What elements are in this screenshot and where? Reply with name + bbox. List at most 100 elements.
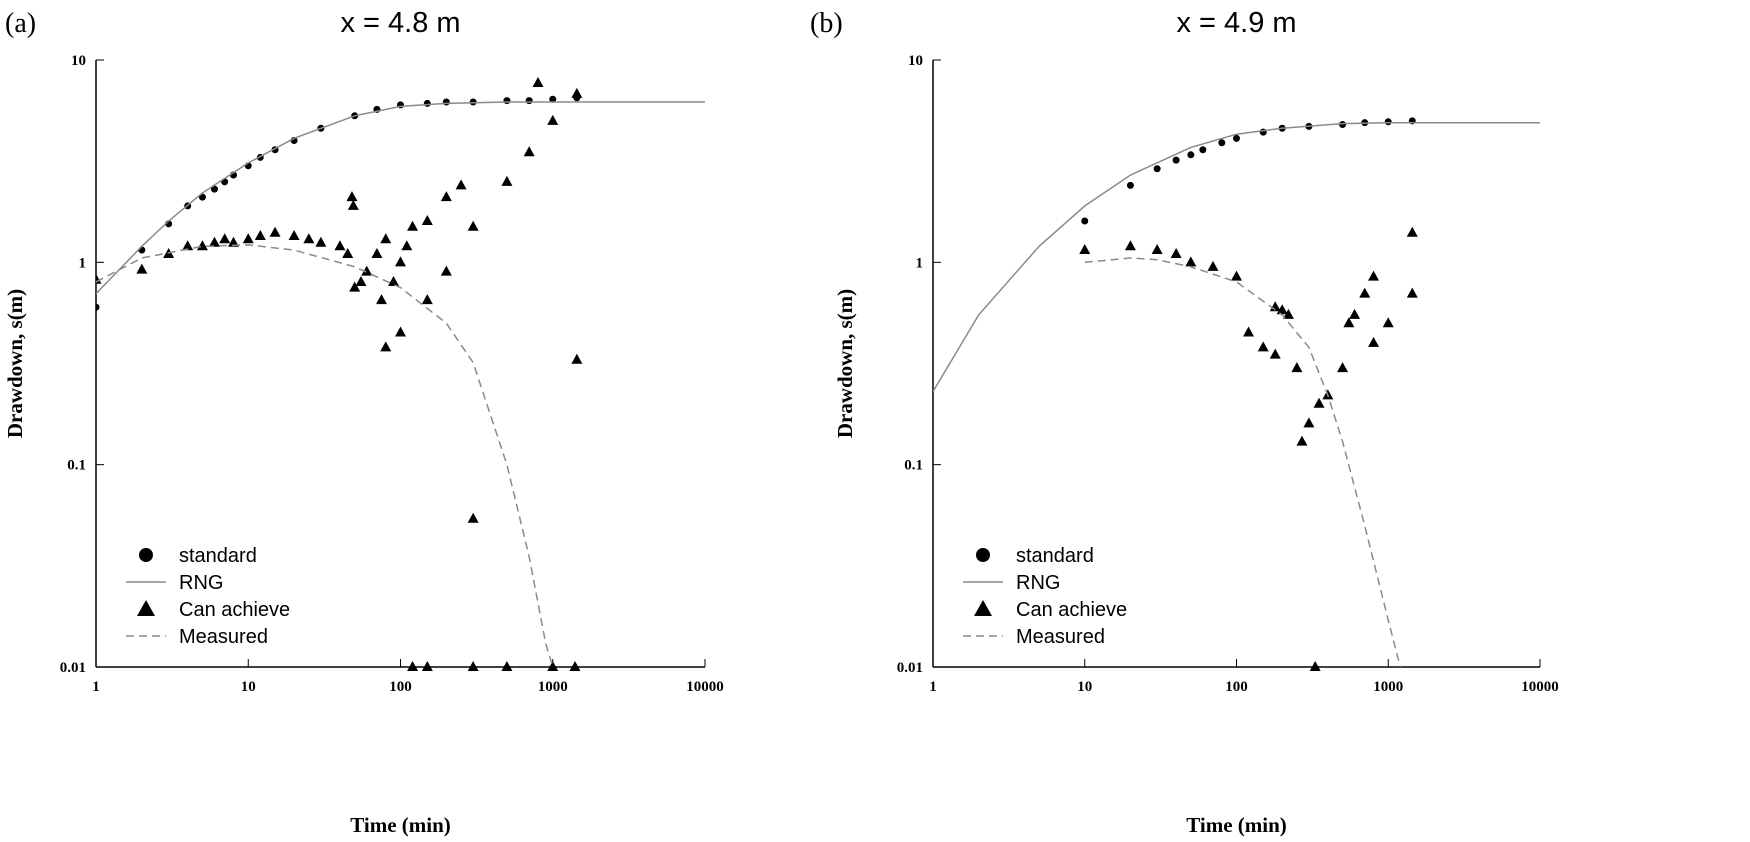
point: [442, 98, 450, 106]
point: [196, 240, 208, 251]
point: [355, 275, 367, 286]
point: [525, 97, 533, 105]
point: [315, 236, 327, 247]
point: [1368, 336, 1380, 347]
x-tick-label: 1000: [1373, 679, 1403, 695]
point: [1126, 181, 1134, 189]
y-axis-label: Drawdown, s(m): [3, 289, 27, 438]
point: [136, 263, 148, 274]
point: [571, 87, 583, 98]
point: [549, 95, 557, 103]
x-tick-label: 1: [929, 679, 937, 695]
point: [547, 114, 559, 125]
point: [96, 273, 102, 284]
y-tick-label: 0.01: [897, 660, 923, 676]
legend-label: standard: [179, 545, 257, 567]
plot-area: [933, 117, 1540, 671]
point: [1384, 118, 1392, 126]
point: [1359, 287, 1371, 298]
x-tick-label: 100: [1225, 679, 1248, 695]
point: [440, 191, 452, 202]
point: [347, 199, 359, 210]
x-axis-label: Time (min): [350, 813, 451, 837]
legend-label: Can achieve: [179, 599, 290, 621]
point: [1343, 317, 1355, 328]
point: [1081, 217, 1089, 225]
x-tick-label: 1000: [538, 679, 568, 695]
point: [1296, 435, 1308, 446]
y-tick-label: 1: [79, 255, 87, 271]
point: [1079, 244, 1091, 255]
legend-label: Measured: [1016, 626, 1105, 648]
point: [1231, 270, 1242, 281]
point: [288, 229, 300, 240]
point: [455, 179, 467, 190]
point: [334, 240, 346, 251]
point: [227, 236, 239, 247]
legend-label: RNG: [1016, 572, 1060, 594]
point: [219, 233, 231, 244]
line: [933, 121, 1540, 392]
point: [1207, 260, 1219, 271]
legend-label: Can achieve: [1016, 599, 1127, 621]
point: [375, 294, 387, 305]
point: [1282, 308, 1294, 319]
point: [523, 146, 535, 157]
x-tick-label: 10000: [686, 679, 724, 695]
point: [361, 265, 373, 276]
panel: (a) x = 4.8 m Time (min) Drawdown, s(m) 1 10 1…: [3, 7, 724, 837]
point: [388, 275, 400, 286]
point: [1153, 165, 1161, 173]
legend-marker: [139, 548, 153, 562]
point: [1368, 270, 1380, 281]
point: [407, 661, 419, 671]
legend-label: RNG: [179, 572, 223, 594]
point: [1349, 308, 1361, 319]
panel-label: (b): [810, 8, 843, 39]
point: [1243, 326, 1255, 337]
point: [349, 281, 361, 292]
point: [569, 661, 581, 671]
point: [423, 99, 431, 107]
point: [401, 240, 413, 251]
point: [571, 353, 583, 364]
point: [1172, 156, 1180, 164]
x-tick-label: 100: [389, 679, 412, 695]
point: [421, 294, 433, 305]
legend-marker: [976, 548, 990, 562]
point: [547, 661, 559, 671]
point: [1339, 120, 1347, 128]
point: [421, 661, 433, 671]
point: [1151, 244, 1163, 255]
y-tick-label: 0.1: [904, 458, 923, 474]
x-tick-label: 10000: [1521, 679, 1559, 695]
y-tick-label: 0.01: [60, 660, 86, 676]
x-tick-label: 10: [1077, 679, 1092, 695]
line: [96, 101, 705, 295]
y-tick-label: 1: [916, 255, 924, 271]
point: [1170, 247, 1182, 258]
point: [421, 215, 433, 226]
plot-area: [96, 76, 705, 671]
point: [242, 233, 254, 244]
point: [1124, 240, 1136, 251]
point: [1303, 417, 1315, 428]
y-tick-label: 10: [71, 53, 86, 69]
point: [182, 240, 194, 251]
point: [395, 256, 406, 267]
y-tick-label: 10: [908, 53, 923, 69]
legend-marker: [137, 600, 155, 616]
x-tick-label: 10: [241, 679, 256, 695]
point: [1276, 304, 1288, 315]
point: [1233, 134, 1240, 142]
y-tick-label: 0.1: [67, 458, 86, 474]
point: [1313, 397, 1325, 408]
point: [346, 191, 358, 202]
point: [407, 220, 419, 231]
point: [208, 236, 220, 247]
x-tick-label: 1: [92, 679, 100, 695]
point: [380, 233, 392, 244]
point: [532, 76, 544, 87]
chart-title: x = 4.8 m: [340, 7, 460, 39]
